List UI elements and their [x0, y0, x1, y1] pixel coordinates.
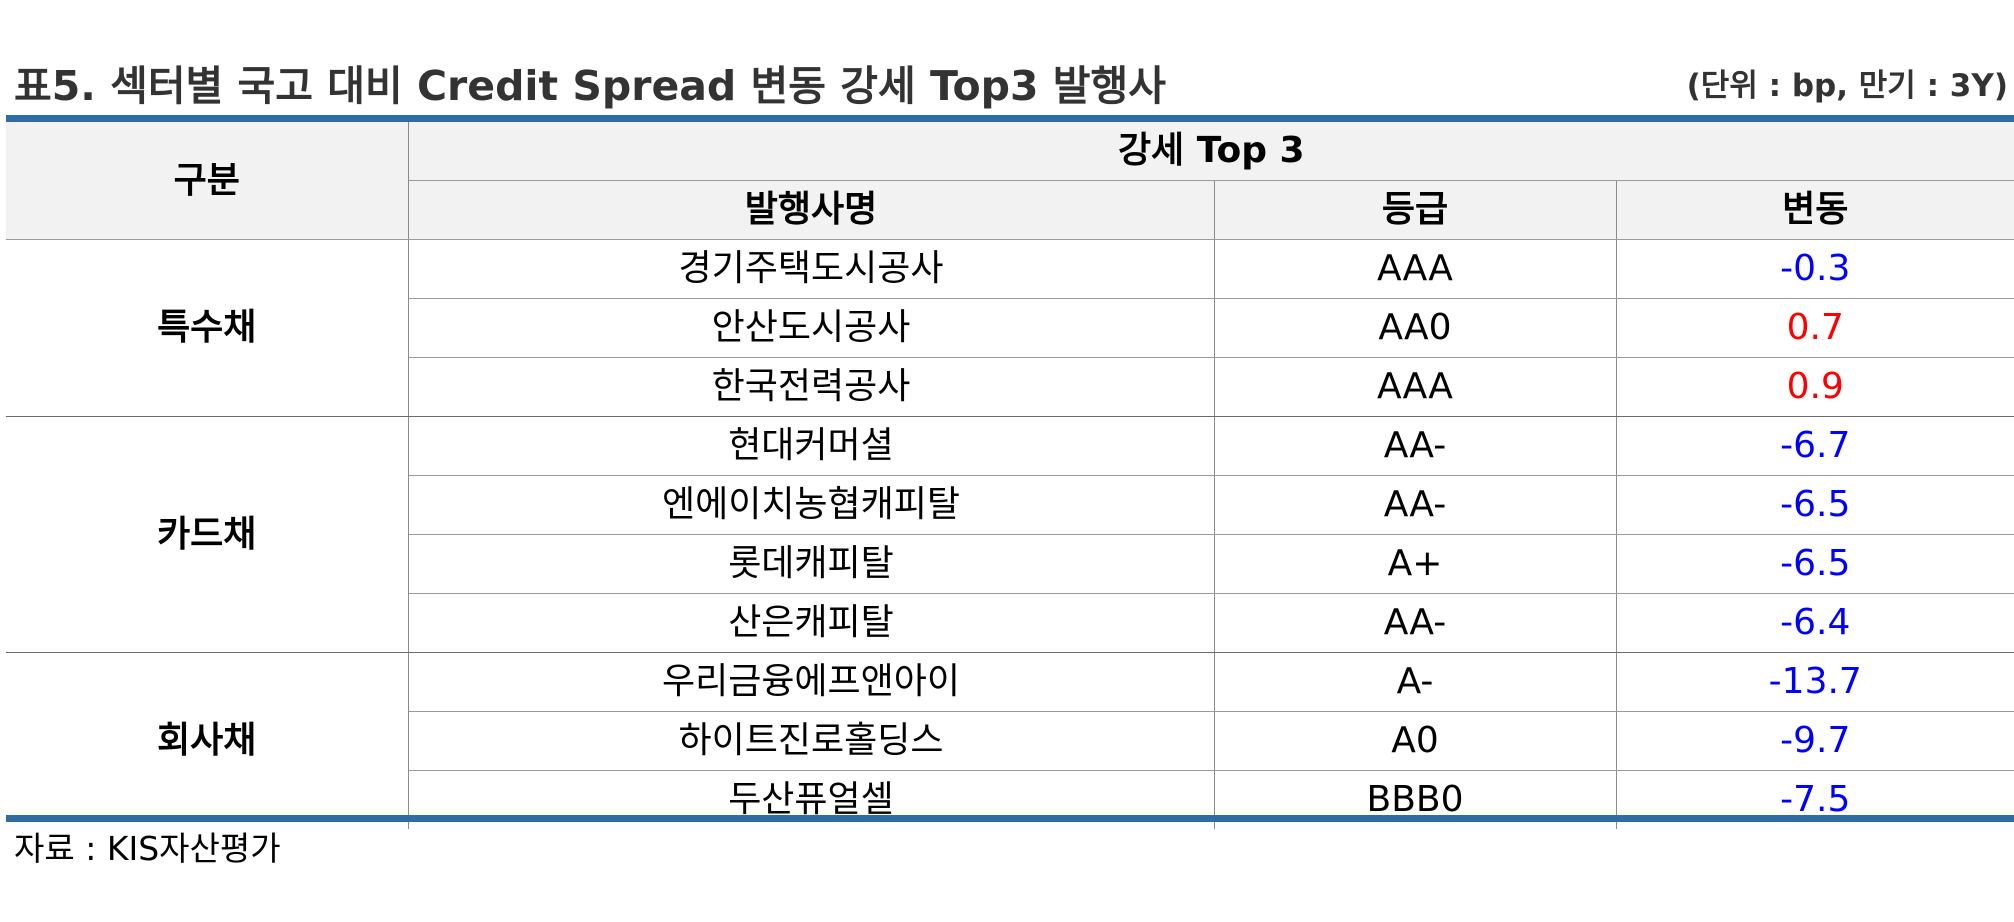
issuer-cell: 롯데캐피탈	[408, 534, 1215, 594]
grade-cell: AA-	[1214, 593, 1617, 653]
table-row: 하이트진로홀딩스 A0 -9.7	[6, 711, 2014, 771]
change-cell: -6.5	[1616, 534, 2014, 594]
top-rule	[6, 115, 2014, 122]
grade-cell: AAA	[1214, 357, 1617, 417]
table-row: 특수채 경기주택도시공사 AAA -0.3	[6, 239, 2014, 417]
issuer-cell: 한국전력공사	[408, 357, 1215, 417]
unit-note: (단위 : bp, 만기 : 3Y)	[1686, 68, 2008, 104]
change-cell: 0.7	[1616, 298, 2014, 358]
grade-cell: A0	[1214, 711, 1617, 771]
grade-cell: AA0	[1214, 298, 1617, 358]
table-row: 산은캐피탈 AA- -6.4	[6, 593, 2014, 653]
grade-cell: AAA	[1214, 239, 1617, 299]
bottom-rule	[6, 815, 2014, 822]
table-row: 엔에이치농협캐피탈 AA- -6.5	[6, 475, 2014, 535]
change-cell: -9.7	[1616, 711, 2014, 771]
issuer-cell: 현대커머셜	[408, 416, 1215, 476]
table-row: 카드채 현대커머셜 AA- -6.7	[6, 416, 2014, 653]
issuer-cell: 안산도시공사	[408, 298, 1215, 358]
sector-label: 회사채	[6, 652, 409, 829]
header-grade: 등급	[1214, 180, 1617, 240]
issuer-cell: 하이트진로홀딩스	[408, 711, 1215, 771]
sector-label: 카드채	[6, 416, 409, 653]
table-row: 한국전력공사 AAA 0.9	[6, 357, 2014, 417]
change-cell: -13.7	[1616, 652, 2014, 712]
sector-label: 특수채	[6, 239, 409, 417]
change-cell: 0.9	[1616, 357, 2014, 417]
source-note: 자료 : KIS자산평가	[14, 829, 281, 868]
change-cell: -7.5	[1780, 779, 1851, 820]
table-row: 안산도시공사 AA0 0.7	[6, 298, 2014, 358]
header-category: 구분	[6, 122, 409, 240]
header-issuer: 발행사명	[408, 180, 1215, 240]
issuer-cell: 경기주택도시공사	[408, 239, 1215, 299]
change-cell: -0.3	[1616, 239, 2014, 299]
table-title: 표5. 섹터별 국고 대비 Credit Spread 변동 강세 Top3 발…	[14, 62, 1166, 110]
issuer-cell: 산은캐피탈	[408, 593, 1215, 653]
table-row: 회사채 우리금융에프앤아이 A- -13.7	[6, 652, 2014, 829]
header-change: 변동	[1616, 180, 2014, 240]
credit-spread-table: 구분 강세 Top 3 발행사명 등급 변동 특수채 경기주택도시공사 AAA …	[6, 122, 2014, 829]
grade-cell: AA-	[1214, 475, 1617, 535]
grade-cell: A+	[1214, 534, 1617, 594]
issuer-cell: 엔에이치농협캐피탈	[408, 475, 1215, 535]
grade-cell: A-	[1214, 652, 1617, 712]
grade-cell: AA-	[1214, 416, 1617, 476]
change-cell: -6.5	[1616, 475, 2014, 535]
table-row: 롯데캐피탈 A+ -6.5	[6, 534, 2014, 594]
change-cell: -6.7	[1616, 416, 2014, 476]
issuer-cell: 우리금융에프앤아이	[408, 652, 1215, 712]
header-group: 강세 Top 3	[408, 122, 2014, 181]
change-cell: -6.4	[1616, 593, 2014, 653]
